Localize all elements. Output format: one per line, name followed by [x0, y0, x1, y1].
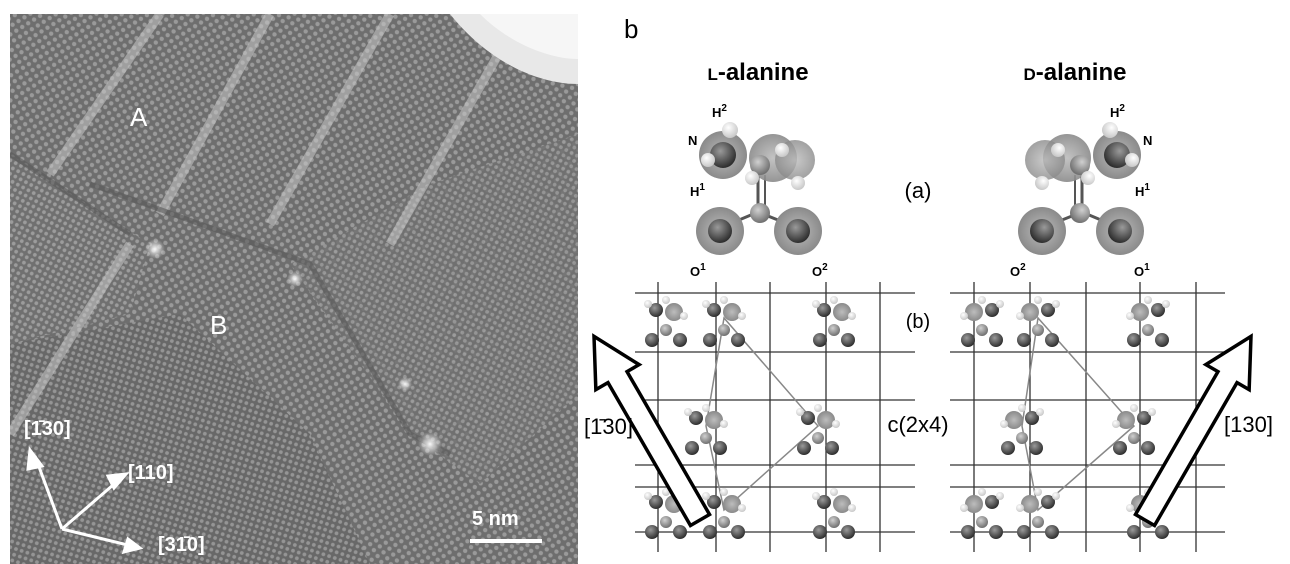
lattice-right: [950, 282, 1225, 552]
l-atom-o2-label: O2: [812, 262, 828, 279]
arrow-left: [592, 333, 712, 528]
scale-bar-label: 5 nm: [472, 508, 519, 530]
stm-image-canvas: [10, 14, 578, 564]
panel-b-label: b: [624, 14, 639, 44]
l-atom-n-label: N: [688, 133, 697, 148]
domain-a-label: A: [130, 102, 148, 132]
l-atom-h2-label: H2: [712, 103, 727, 120]
l-alanine-title: L-alanine: [707, 59, 808, 86]
l-atom-o1-label: O1: [690, 262, 706, 279]
stm-image: A B [1̄30] [110] [31̄0] 5 nm: [10, 14, 578, 564]
d-atom-n-label: N: [1143, 133, 1152, 148]
l-alanine-molecule: [696, 122, 822, 255]
adsorption-diagram: L-alanine D-alanine H2 N H1 O1 O2: [584, 59, 1273, 552]
direction-label-110: [110]: [128, 462, 174, 484]
d-atom-o1-label: O1: [1134, 262, 1150, 279]
arrow-right: [1133, 333, 1253, 528]
d-atom-h2-label: H2: [1110, 103, 1125, 120]
lattice-label: c(2x4): [887, 412, 948, 437]
d-alanine-title: D-alanine: [1024, 59, 1127, 86]
direction-label-left: [1̄30]: [584, 414, 633, 439]
direction-label-right: [130]: [1224, 412, 1273, 437]
d-atom-h1-label: H1: [1135, 182, 1150, 199]
subfigure-a-label: (a): [905, 178, 932, 203]
d-alanine-molecule: [1018, 122, 1144, 255]
l-atom-h1-label: H1: [690, 182, 705, 199]
direction-arrows: [26, 446, 144, 555]
lattice-left: [635, 282, 915, 552]
direction-label-310: [31̄0]: [158, 534, 205, 556]
domain-b-label: B: [210, 310, 228, 340]
direction-label-m130: [1̄30]: [24, 418, 71, 440]
subfigure-b-label: (b): [906, 311, 930, 333]
d-atom-o2-label: O2: [1010, 262, 1026, 279]
scale-bar: [470, 539, 542, 543]
